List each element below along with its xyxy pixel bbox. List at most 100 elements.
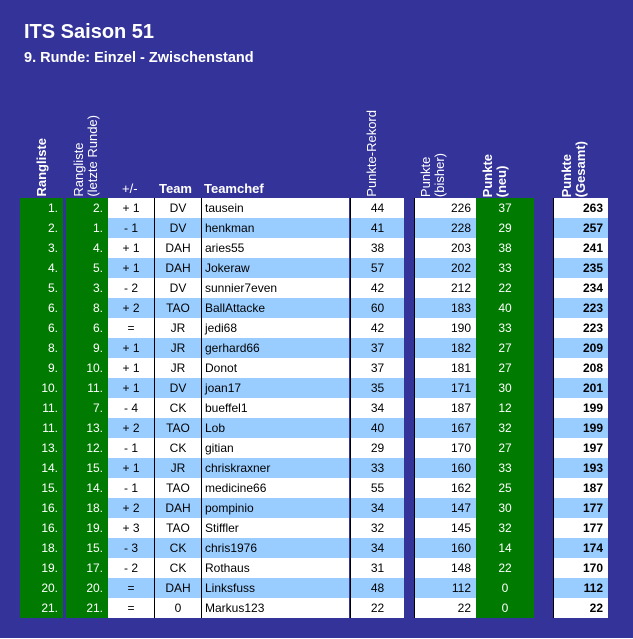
cell-punkte-neu: 27: [476, 338, 534, 358]
cell-prev-rank: 7.: [66, 398, 108, 418]
cell-prev-rank: 19.: [66, 518, 108, 538]
cell-team: DAH: [154, 258, 201, 278]
header-teamchef: Teamchef: [204, 181, 264, 196]
cell-team: TAO: [154, 418, 201, 438]
header-gesamt: Punkte (Gesamt): [559, 141, 589, 197]
cell-team: JR: [154, 338, 201, 358]
cell-punkte-bisher: 160: [414, 458, 476, 478]
cell-diff: =: [108, 318, 154, 338]
cell-diff: =: [108, 578, 154, 598]
cell-punkte-neu: 30: [476, 498, 534, 518]
cell-punkte-neu: 40: [476, 298, 534, 318]
table-row: 13. 12. - 1 CK gitian 29 170 27 197: [0, 438, 633, 458]
cell-diff: + 1: [108, 358, 154, 378]
cell-punkte-neu: 32: [476, 518, 534, 538]
cell-teamchef: gitian: [201, 438, 349, 458]
header-neu-line1: Punkte: [480, 153, 495, 197]
table-row: 21. 21. = 0 Markus123 22 22 0 22: [0, 598, 633, 618]
table-row: 5. 3. - 2 DV sunnier7even 42 212 22 234: [0, 278, 633, 298]
page-subtitle: 9. Runde: Einzel - Zwischenstand: [24, 50, 254, 66]
header-bisher-line2: (bisher): [432, 152, 447, 197]
table-row: 11. 7. - 4 CK bueffel1 34 187 12 199: [0, 398, 633, 418]
cell-rank: 6.: [20, 318, 63, 338]
cell-diff: + 2: [108, 418, 154, 438]
cell-team: CK: [154, 538, 201, 558]
cell-team: 0: [154, 598, 201, 618]
table-row: 1. 2. + 1 DV tausein 44 226 37 263: [0, 198, 633, 218]
cell-prev-rank: 15.: [66, 458, 108, 478]
cell-record: 37: [350, 338, 404, 358]
cell-teamchef: medicine66: [201, 478, 349, 498]
cell-rank: 15.: [20, 478, 63, 498]
cell-prev-rank: 8.: [66, 298, 108, 318]
cell-teamchef: Stiffler: [201, 518, 349, 538]
cell-team: TAO: [154, 298, 201, 318]
cell-teamchef: jedi68: [201, 318, 349, 338]
cell-diff: + 2: [108, 498, 154, 518]
cell-punkte-bisher: 187: [414, 398, 476, 418]
table-row: 16. 18. + 2 DAH pompinio 34 147 30 177: [0, 498, 633, 518]
cell-punkte-neu: 22: [476, 558, 534, 578]
cell-team: DAH: [154, 238, 201, 258]
cell-record: 22: [350, 598, 404, 618]
header-bisher-line1: Punkte: [418, 156, 433, 197]
cell-record: 32: [350, 518, 404, 538]
cell-teamchef: Lob: [201, 418, 349, 438]
cell-punkte-bisher: 226: [414, 198, 476, 218]
cell-diff: + 3: [108, 518, 154, 538]
cell-diff: + 1: [108, 238, 154, 258]
cell-record: 34: [350, 538, 404, 558]
cell-punkte-gesamt: 201: [553, 378, 608, 398]
cell-punkte-gesamt: 193: [553, 458, 608, 478]
cell-punkte-bisher: 160: [414, 538, 476, 558]
cell-rank: 11.: [20, 398, 63, 418]
cell-teamchef: chris1976: [201, 538, 349, 558]
cell-team: TAO: [154, 518, 201, 538]
cell-punkte-bisher: 162: [414, 478, 476, 498]
cell-record: 40: [350, 418, 404, 438]
cell-rank: 6.: [20, 298, 63, 318]
cell-punkte-neu: 27: [476, 358, 534, 378]
header-gesamt-line1: Punkte: [559, 153, 574, 197]
cell-record: 37: [350, 358, 404, 378]
header-gesamt-line2: (Gesamt): [573, 140, 588, 197]
header-rangliste-text: Rangliste: [34, 138, 49, 197]
table-row: 6. 6. = JR jedi68 42 190 33 223: [0, 318, 633, 338]
cell-teamchef: Markus123: [201, 598, 349, 618]
cell-diff: + 1: [108, 338, 154, 358]
cell-prev-rank: 2.: [66, 198, 108, 218]
cell-record: 31: [350, 558, 404, 578]
cell-teamchef: Linksfuss: [201, 578, 349, 598]
cell-team: JR: [154, 318, 201, 338]
table-row: 15. 14. - 1 TAO medicine66 55 162 25 187: [0, 478, 633, 498]
cell-punkte-bisher: 182: [414, 338, 476, 358]
cell-punkte-bisher: 183: [414, 298, 476, 318]
cell-prev-rank: 5.: [66, 258, 108, 278]
cell-punkte-gesamt: 177: [553, 498, 608, 518]
cell-punkte-gesamt: 199: [553, 418, 608, 438]
cell-team: DV: [154, 218, 201, 238]
table-row: 4. 5. + 1 DAH Jokeraw 57 202 33 235: [0, 258, 633, 278]
cell-team: DV: [154, 278, 201, 298]
cell-rank: 10.: [20, 378, 63, 398]
cell-punkte-bisher: 181: [414, 358, 476, 378]
cell-team: JR: [154, 358, 201, 378]
table-row: 20. 20. = DAH Linksfuss 48 112 0 112: [0, 578, 633, 598]
cell-punkte-gesamt: 177: [553, 518, 608, 538]
cell-prev-rank: 12.: [66, 438, 108, 458]
cell-diff: - 4: [108, 398, 154, 418]
cell-punkte-neu: 33: [476, 318, 534, 338]
cell-punkte-bisher: 202: [414, 258, 476, 278]
header-rekord-text: Punkte-Rekord: [364, 110, 379, 197]
cell-punkte-bisher: 112: [414, 578, 476, 598]
cell-prev-rank: 9.: [66, 338, 108, 358]
cell-rank: 2.: [20, 218, 63, 238]
header-neu: Punkte (neu): [480, 154, 510, 197]
cell-prev-rank: 3.: [66, 278, 108, 298]
cell-punkte-gesamt: 241: [553, 238, 608, 258]
cell-diff: + 1: [108, 258, 154, 278]
cell-teamchef: chriskraxner: [201, 458, 349, 478]
cell-punkte-gesamt: 174: [553, 538, 608, 558]
cell-punkte-neu: 27: [476, 438, 534, 458]
cell-punkte-neu: 0: [476, 578, 534, 598]
